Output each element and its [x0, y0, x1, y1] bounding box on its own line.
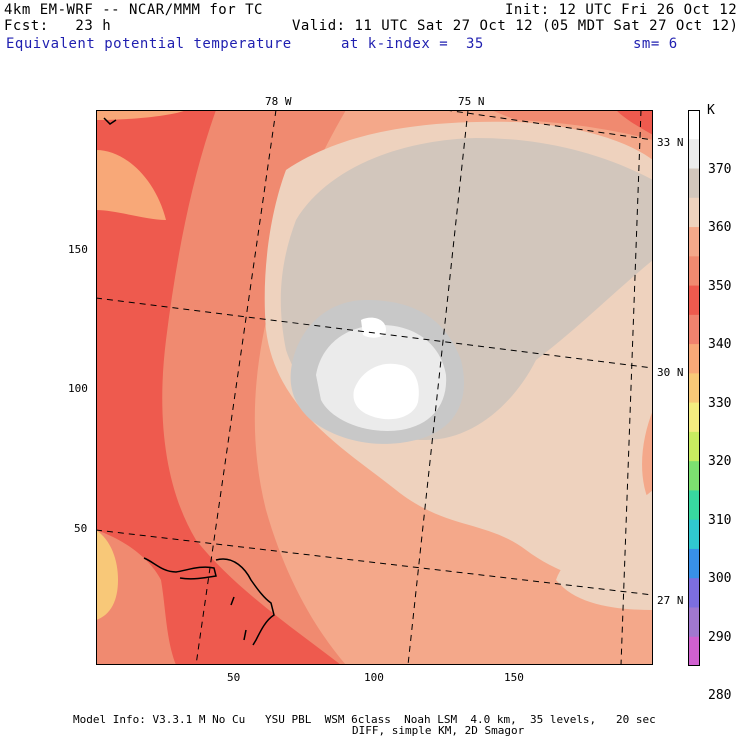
colorbar-swatch: [688, 373, 700, 404]
lon-label-75: 75 N: [458, 95, 485, 108]
colorbar-swatch: [688, 519, 700, 550]
coastline: [103, 117, 275, 646]
colorbar-label: 370: [708, 161, 732, 177]
colorbar-swatch: [688, 402, 700, 433]
colorbar-swatch: [688, 168, 700, 199]
model-title: 4km EM-WRF -- NCAR/MMM for TC: [4, 2, 263, 18]
colorbar-label: 320: [708, 454, 732, 470]
colorbar-label: 330: [708, 395, 732, 411]
level-info: at k-index = 35: [341, 36, 484, 52]
x-tick-150: 150: [504, 671, 524, 684]
model-info: Model Info: V3.3.1 M No Cu YSU PBL WSM 6…: [73, 713, 656, 726]
colorbar-label: 360: [708, 220, 732, 236]
colorbar-label: 300: [708, 571, 732, 587]
valid-time: Valid: 11 UTC Sat 27 Oct 12 (05 MDT Sat …: [292, 18, 739, 34]
model-info-line2: DIFF, simple KM, 2D Smagor: [352, 724, 525, 737]
colorbar-swatch: [688, 256, 700, 287]
colorbar-label: 290: [708, 629, 732, 645]
forecast-hour: Fcst: 23 h: [4, 18, 112, 34]
y-tick-100: 100: [68, 382, 88, 395]
lat-label-27n: 27 N: [657, 594, 684, 607]
theta-e-map: [96, 110, 653, 665]
colorbar-swatch: [688, 110, 700, 140]
shade-335-340-north: [616, 110, 653, 135]
lat-label-33n: 33 N: [657, 136, 684, 149]
colorbar: [688, 110, 700, 666]
colorbar-swatch: [688, 344, 700, 374]
shade-335-340-band: [96, 110, 341, 665]
smoothing-info: sm= 6: [633, 36, 678, 52]
colorbar-swatch: [688, 548, 700, 579]
field-name: Equivalent potential temperature: [6, 36, 292, 52]
colorbar-label: 340: [708, 337, 732, 353]
y-tick-150: 150: [68, 243, 88, 256]
colorbar-label: 310: [708, 512, 732, 528]
shade-330-335-northwest: [96, 110, 186, 220]
shade-370-plus: [353, 317, 419, 420]
lat-label-30n: 30 N: [657, 366, 684, 379]
colorbar-swatch: [688, 607, 700, 638]
colorbar-label: 280: [708, 688, 732, 704]
shade-340-345-north: [491, 110, 653, 140]
colorbar-swatch: [688, 314, 700, 345]
colorbar-swatch: [688, 197, 700, 228]
shade-325-330-southwest: [96, 530, 118, 620]
colorbar-swatch: [688, 227, 700, 257]
colorbar-unit: K: [707, 103, 716, 118]
init-time: Init: 12 UTC Fri 26 Oct 12: [505, 2, 738, 18]
colorbar-label: 350: [708, 278, 732, 294]
colorbar-swatch: [688, 285, 700, 316]
shade-350-355-southeast: [556, 490, 653, 610]
lon-label-78w: 78 W: [265, 95, 292, 108]
colorbar-swatch: [688, 578, 700, 608]
graticule: [96, 110, 653, 665]
colorbar-swatch: [688, 139, 700, 170]
colorbar-swatch: [688, 636, 700, 666]
y-tick-50: 50: [74, 522, 88, 535]
colorbar-swatch: [688, 490, 700, 521]
x-tick-50: 50: [227, 671, 241, 684]
colorbar-swatch: [688, 431, 700, 462]
colorbar-swatch: [688, 461, 700, 491]
x-tick-100: 100: [364, 671, 384, 684]
